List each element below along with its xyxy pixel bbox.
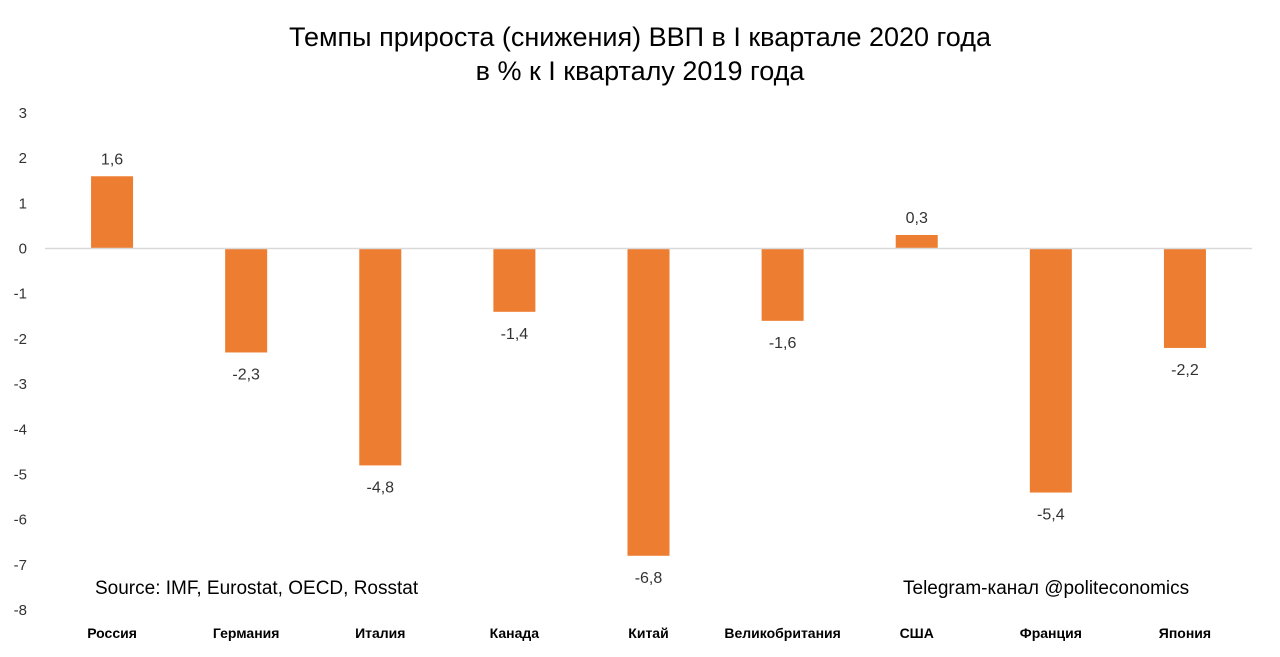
bar-4 <box>627 248 670 556</box>
category-label: Китай <box>628 625 668 641</box>
data-label: -6,8 <box>635 570 663 587</box>
data-labels-group: 1,6 -2,3 -4,8 -1,4 -6,8 -1,6 0,3 -5,4 -2,2 <box>101 151 1199 587</box>
bar-0 <box>91 176 134 249</box>
category-label: США <box>900 625 934 641</box>
y-tick-label: 1 <box>19 195 27 212</box>
category-label: Италия <box>355 625 405 641</box>
category-label: Россия <box>87 625 137 641</box>
data-label: -2,3 <box>232 366 260 383</box>
data-label: -1,6 <box>769 335 797 352</box>
y-tick-label: -6 <box>14 512 27 529</box>
data-label: -4,8 <box>366 479 394 496</box>
y-tick-label: -2 <box>14 331 27 348</box>
bar-2 <box>359 248 402 466</box>
bar-1 <box>225 248 268 353</box>
y-tick-label: -4 <box>14 421 27 438</box>
bar-7 <box>1029 248 1072 493</box>
channel-note: Telegram-канал @politeconomics <box>903 578 1189 599</box>
bar-3 <box>493 248 536 312</box>
chart-title-line-2: в % к I кварталу 2019 года <box>476 56 806 86</box>
y-tick-label: 3 <box>19 105 27 122</box>
chart-title-line-1: Темпы прироста (снижения) ВВП в I кварта… <box>289 22 992 52</box>
category-label: Великобритания <box>724 625 840 641</box>
bars-group <box>91 176 1206 556</box>
bar-6 <box>895 234 938 249</box>
y-axis-ticks: 3 2 1 0 -1 -2 -3 -4 -5 -6 -7 -8 <box>14 105 27 619</box>
category-label: Япония <box>1159 625 1211 641</box>
data-label: -2,2 <box>1171 362 1199 379</box>
y-tick-label: -8 <box>14 602 27 619</box>
bar-8 <box>1163 248 1206 348</box>
category-labels-group: Россия Германия Италия Канада Китай Великобри… <box>87 625 1211 641</box>
data-label: -5,4 <box>1037 507 1065 524</box>
y-tick-label: -7 <box>14 557 27 574</box>
y-tick-label: 2 <box>19 150 27 167</box>
data-label: -1,4 <box>501 326 529 343</box>
category-label: Германия <box>213 625 280 641</box>
y-tick-label: -3 <box>14 376 27 393</box>
category-label: Канада <box>490 625 540 641</box>
bar-5 <box>761 248 804 321</box>
category-label: Франция <box>1020 625 1082 641</box>
y-tick-label: -1 <box>14 286 27 303</box>
source-note: Source: IMF, Eurostat, OECD, Rosstat <box>95 578 419 599</box>
data-label: 0,3 <box>906 210 928 227</box>
y-tick-label: 0 <box>19 241 27 258</box>
data-label: 1,6 <box>101 151 123 168</box>
y-tick-label: -5 <box>14 466 27 483</box>
